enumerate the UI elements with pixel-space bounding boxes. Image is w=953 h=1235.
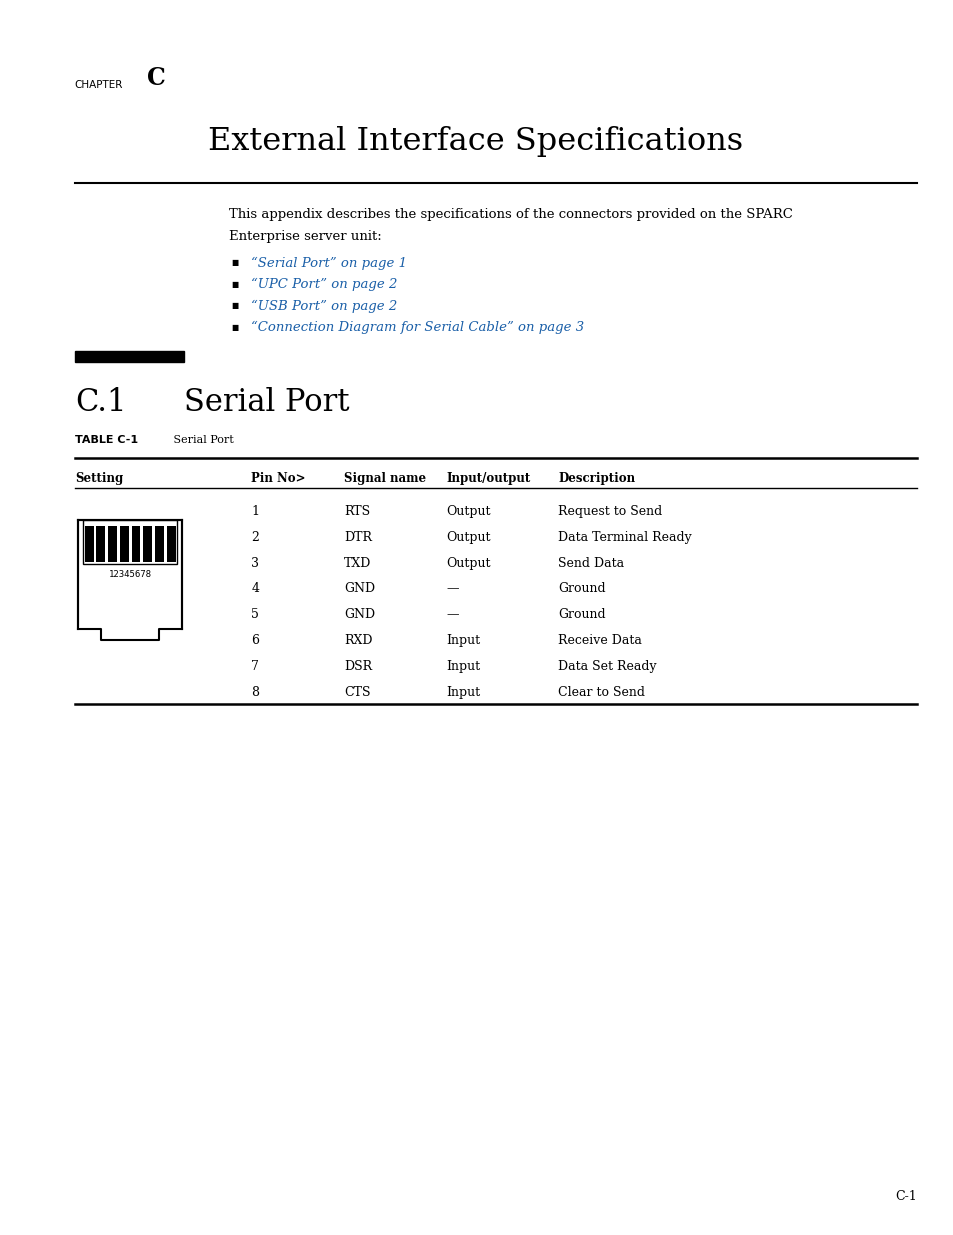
Text: “Connection Diagram for Serial Cable” on page 3: “Connection Diagram for Serial Cable” on… [251, 321, 584, 335]
Text: Serial Port: Serial Port [184, 387, 350, 417]
Text: ■: ■ [231, 301, 238, 310]
Text: Data Terminal Ready: Data Terminal Ready [558, 531, 691, 543]
Text: C: C [147, 65, 165, 90]
Text: “UPC Port” on page 2: “UPC Port” on page 2 [251, 278, 397, 291]
Text: C-1: C-1 [895, 1191, 917, 1203]
Text: 7: 7 [251, 659, 259, 673]
Text: 6: 6 [251, 634, 259, 647]
Text: Signal name: Signal name [344, 472, 426, 485]
Bar [154, 526, 164, 562]
Text: —: — [446, 608, 458, 621]
Text: RXD: RXD [344, 634, 372, 647]
Text: DTR: DTR [344, 531, 372, 543]
Text: Output: Output [446, 557, 491, 569]
Text: GND: GND [344, 583, 375, 595]
Text: —: — [446, 583, 458, 595]
Text: Input/output: Input/output [446, 472, 531, 485]
Text: 12345678: 12345678 [109, 571, 152, 579]
Text: CTS: CTS [344, 685, 370, 699]
Text: Serial Port: Serial Port [162, 435, 233, 445]
Text: Setting: Setting [74, 472, 123, 485]
Text: 3: 3 [251, 557, 259, 569]
Bar [96, 526, 105, 562]
Text: 5: 5 [251, 608, 259, 621]
Text: GND: GND [344, 608, 375, 621]
Text: 4: 4 [251, 583, 259, 595]
Bar [108, 526, 117, 562]
Bar [78, 520, 182, 629]
Bar [85, 526, 93, 562]
Text: 2: 2 [251, 531, 259, 543]
Text: Input: Input [446, 634, 480, 647]
Bar [132, 526, 140, 562]
Text: This appendix describes the specifications of the connectors provided on the SPA: This appendix describes the specificatio… [229, 207, 792, 221]
Text: ■: ■ [231, 258, 238, 268]
Text: “Serial Port” on page 1: “Serial Port” on page 1 [251, 257, 407, 269]
Text: Input: Input [446, 685, 480, 699]
Text: Clear to Send: Clear to Send [558, 685, 644, 699]
Text: DSR: DSR [344, 659, 372, 673]
Text: Pin No>: Pin No> [251, 472, 306, 485]
Text: Output: Output [446, 505, 491, 517]
Text: 1: 1 [251, 505, 259, 517]
Text: ■: ■ [231, 324, 238, 332]
Text: External Interface Specifications: External Interface Specifications [208, 126, 742, 157]
Text: Send Data: Send Data [558, 557, 624, 569]
Text: RTS: RTS [344, 505, 370, 517]
Text: Output: Output [446, 531, 491, 543]
Text: Description: Description [558, 472, 635, 485]
Text: ■: ■ [231, 280, 238, 289]
Text: TABLE C-1: TABLE C-1 [74, 435, 138, 445]
Text: TXD: TXD [344, 557, 371, 569]
Text: Receive Data: Receive Data [558, 634, 641, 647]
Text: CHAPTER: CHAPTER [74, 80, 123, 90]
Text: Data Set Ready: Data Set Ready [558, 659, 657, 673]
Bar [83, 520, 177, 564]
Text: Ground: Ground [558, 608, 605, 621]
Text: Input: Input [446, 659, 480, 673]
Text: C.1: C.1 [74, 387, 126, 417]
Text: 8: 8 [251, 685, 259, 699]
Text: Enterprise server unit:: Enterprise server unit: [229, 230, 382, 243]
Text: Request to Send: Request to Send [558, 505, 662, 517]
Bar [143, 526, 152, 562]
Text: “USB Port” on page 2: “USB Port” on page 2 [251, 299, 397, 312]
Text: Ground: Ground [558, 583, 605, 595]
Bar [167, 526, 175, 562]
Bar [120, 526, 129, 562]
Bar [74, 351, 184, 362]
